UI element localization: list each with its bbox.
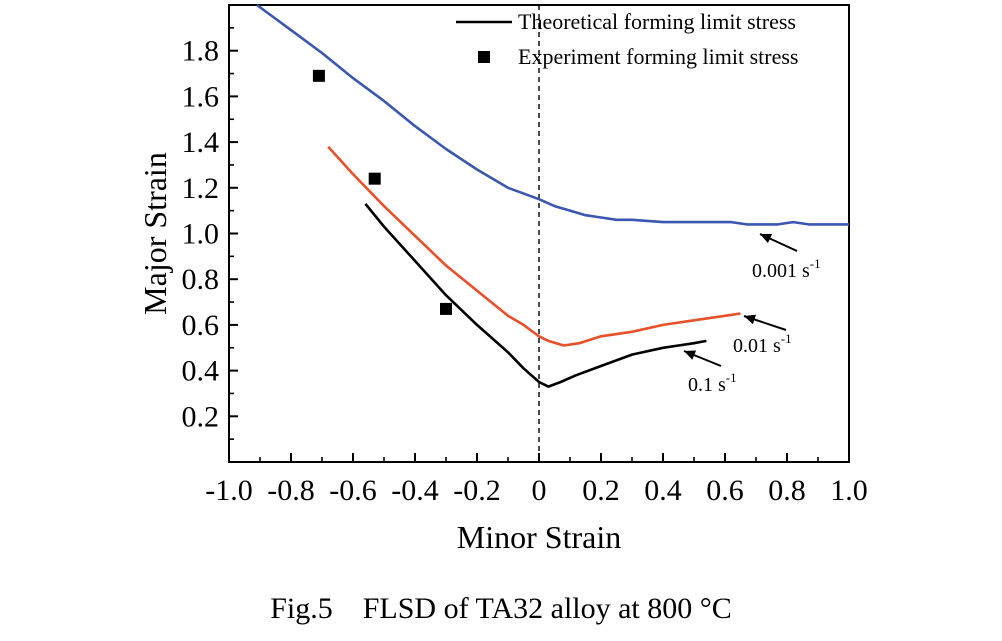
series-line-1	[327, 145, 741, 347]
strain-rate-label-1: 0.01 s-1	[733, 331, 792, 357]
y-tick-label: 0.2	[182, 400, 220, 433]
y-tick-label: 0.6	[182, 309, 220, 342]
x-tick-label: 1.0	[830, 474, 868, 507]
x-tick-label: -1.0	[205, 474, 253, 507]
experiment-point	[440, 302, 452, 315]
y-tick-label: 0.8	[182, 263, 220, 296]
y-tick-label: 0.4	[182, 355, 220, 388]
x-axis-title: Minor Strain	[457, 519, 621, 555]
x-tick-label: 0.4	[644, 474, 682, 507]
annotation-arrow-head	[684, 350, 697, 360]
x-tick-label: -0.2	[453, 474, 501, 507]
annotation-arrow-head	[744, 314, 757, 325]
y-tick-label: 1.6	[182, 80, 220, 113]
x-tick-label: 0.8	[768, 474, 806, 507]
y-tick-label: 1.0	[182, 218, 220, 251]
legend-label-theoretical: Theoretical forming limit stress	[518, 9, 796, 34]
y-tick-label: 1.8	[182, 35, 220, 68]
x-tick-label: -0.6	[329, 474, 377, 507]
y-tick-label: 1.2	[182, 172, 220, 205]
legend-label-experiment: Experiment forming limit stress	[518, 44, 798, 69]
x-tick-label: 0.6	[706, 474, 744, 507]
strain-rate-exponent: -1	[781, 331, 792, 346]
x-tick-label: -0.4	[391, 474, 439, 507]
annotation-arrow-head	[760, 234, 773, 244]
x-tick-label: 0.2	[582, 474, 620, 507]
series-line-2	[364, 202, 707, 388]
x-tick-label: 0	[532, 474, 547, 507]
y-tick-label: 1.4	[182, 126, 220, 159]
strain-rate-exponent: -1	[726, 370, 737, 385]
experiment-point	[312, 69, 325, 82]
x-tick-label: -0.8	[267, 474, 315, 507]
legend-square-swatch	[478, 51, 490, 63]
strain-rate-label-2: 0.1 s-1	[688, 370, 737, 396]
figure-caption: Fig.5 FLSD of TA32 alloy at 800 °C	[270, 592, 732, 625]
y-axis-title: Major Strain	[137, 152, 173, 315]
strain-rate-label-0: 0.001 s-1	[752, 256, 821, 282]
legend: Theoretical forming limit stress Experim…	[456, 9, 798, 69]
experiment-point	[368, 172, 381, 185]
strain-rate-exponent: -1	[810, 256, 821, 271]
series-line-0	[256, 3, 849, 226]
